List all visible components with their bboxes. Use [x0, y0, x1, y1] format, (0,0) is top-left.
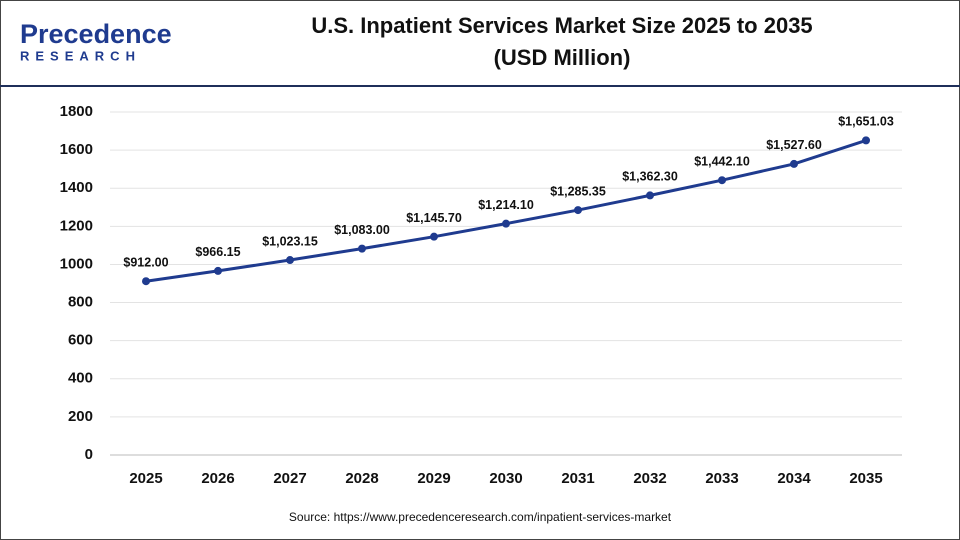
- point: [286, 256, 294, 265]
- data-label: $1,214.10: [478, 198, 534, 212]
- y-tick-label: 1400: [60, 179, 93, 196]
- point: [430, 232, 438, 241]
- x-tick-label: 2032: [633, 470, 666, 487]
- data-label: $1,145.70: [406, 211, 462, 225]
- x-tick-label: 2035: [849, 470, 882, 487]
- x-tick-label: 2029: [417, 470, 450, 487]
- x-tick-label: 2033: [705, 470, 738, 487]
- data-label: $1,527.60: [766, 138, 822, 152]
- y-tick-label: 1600: [60, 141, 93, 158]
- data-label: $1,285.35: [550, 184, 606, 198]
- point: [142, 277, 150, 286]
- y-tick-label: 1000: [60, 255, 93, 272]
- x-tick-label: 2031: [561, 470, 594, 487]
- point: [718, 176, 726, 185]
- x-tick-label: 2028: [345, 470, 378, 487]
- x-tick-label: 2026: [201, 470, 234, 487]
- y-tick-label: 0: [85, 446, 93, 463]
- point: [574, 206, 582, 215]
- chart-title: U.S. Inpatient Services Market Size 2025…: [311, 13, 812, 38]
- data-label: $966.15: [195, 245, 240, 259]
- y-tick-label: 600: [68, 332, 93, 349]
- point: [862, 136, 870, 145]
- data-label: $1,362.30: [622, 170, 678, 184]
- x-tick-label: 2030: [489, 470, 522, 487]
- y-tick-label: 400: [68, 370, 93, 387]
- logo-name: Precedence: [20, 19, 172, 49]
- source: Source: https://www.precedenceresearch.c…: [289, 510, 672, 524]
- point: [790, 159, 798, 168]
- data-label: $1,023.15: [262, 234, 318, 248]
- y-tick-label: 800: [68, 294, 93, 311]
- point: [646, 191, 654, 200]
- data-label: $1,442.10: [694, 154, 750, 168]
- point: [358, 244, 366, 253]
- chart-subtitle: (USD Million): [494, 45, 631, 70]
- point: [214, 266, 222, 275]
- x-tick-label: 2027: [273, 470, 306, 487]
- data-label: $912.00: [123, 256, 168, 270]
- data-label: $1,651.03: [838, 115, 894, 129]
- x-tick-label: 2034: [777, 470, 811, 487]
- y-tick-label: 1200: [60, 217, 93, 234]
- logo-tagline: RESEARCH: [20, 48, 141, 63]
- y-tick-label: 200: [68, 408, 93, 425]
- data-label: $1,083.00: [334, 223, 390, 237]
- x-tick-label: 2025: [129, 470, 162, 487]
- y-tick-label: 1800: [60, 103, 93, 120]
- point: [502, 219, 510, 228]
